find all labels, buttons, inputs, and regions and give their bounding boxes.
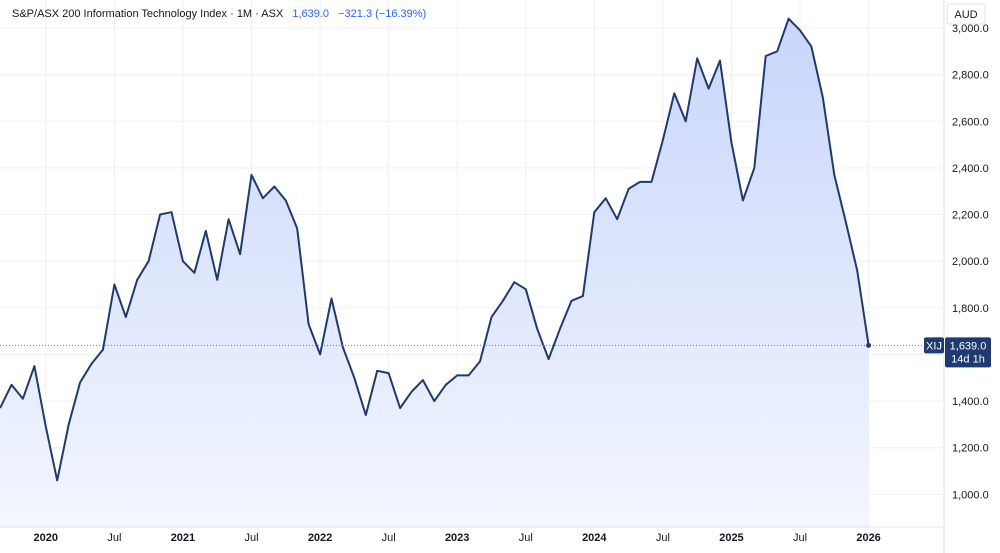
currency-label[interactable]: AUD [946,3,986,25]
x-tick-label: 2020 [34,532,58,544]
x-tick-label: 2026 [856,532,880,544]
currency-text: AUD [954,9,977,21]
y-tick-label: 1,000.0 [952,489,989,501]
y-tick-label: 1,400.0 [952,396,989,408]
x-tick-label: Jul [519,532,533,544]
badge-countdown: 14d 1h [951,353,985,365]
area-fill [0,18,869,527]
y-tick-label: 1,800.0 [952,303,989,315]
x-tick-label: Jul [793,532,807,544]
x-tick-label: 2024 [582,532,607,544]
y-tick-label: 1,200.0 [952,443,989,455]
y-tick-label: 3,000.0 [952,23,989,35]
price-line-layer [0,17,870,482]
chart-legend: S&P/ASX 200 Information Technology Index… [12,8,426,20]
time-axis[interactable]: 2020 Jul 2021 Jul 2022 Jul 2023 Jul 2024 Jul 2025 J… [34,532,881,544]
x-tick-label: 2023 [445,532,469,544]
y-tick-label: 2,200.0 [952,210,989,222]
last-price-badge: XIJ 1,639.0 14d 1h [924,337,991,368]
price-axis[interactable]: 1,000.01,200.01,400.01,600.01,800.02,000… [952,23,989,501]
price-area [0,18,869,527]
badge-symbol: XIJ [926,340,942,352]
x-tick-label: Jul [656,532,670,544]
y-tick-label: 2,800.0 [952,70,989,82]
svg-text:S&P/ASX 200 Information Techno: S&P/ASX 200 Information Technology Index… [12,8,426,20]
x-tick-label: Jul [244,532,258,544]
symbol-title: S&P/ASX 200 Information Technology Index… [12,8,284,20]
x-tick-label: 2021 [171,532,195,544]
x-tick-label: 2025 [719,532,743,544]
badge-symbol-bg [924,337,944,354]
last-price-marker [866,342,872,348]
badge-value-bg [945,337,991,368]
last-price-line-layer [0,342,944,348]
badge-value: 1,639.0 [950,340,987,352]
y-tick-label: 2,400.0 [952,163,989,175]
change-text: −321.3 (−16.39%) [338,8,426,20]
x-tick-label: 2022 [308,532,332,544]
price-line [0,17,870,482]
y-tick-label: 2,000.0 [952,256,989,268]
x-tick-label: Jul [382,532,396,544]
x-tick-label: Jul [107,532,121,544]
last-value-text: 1,639.0 [292,8,329,20]
y-tick-label: 2,600.0 [952,116,989,128]
